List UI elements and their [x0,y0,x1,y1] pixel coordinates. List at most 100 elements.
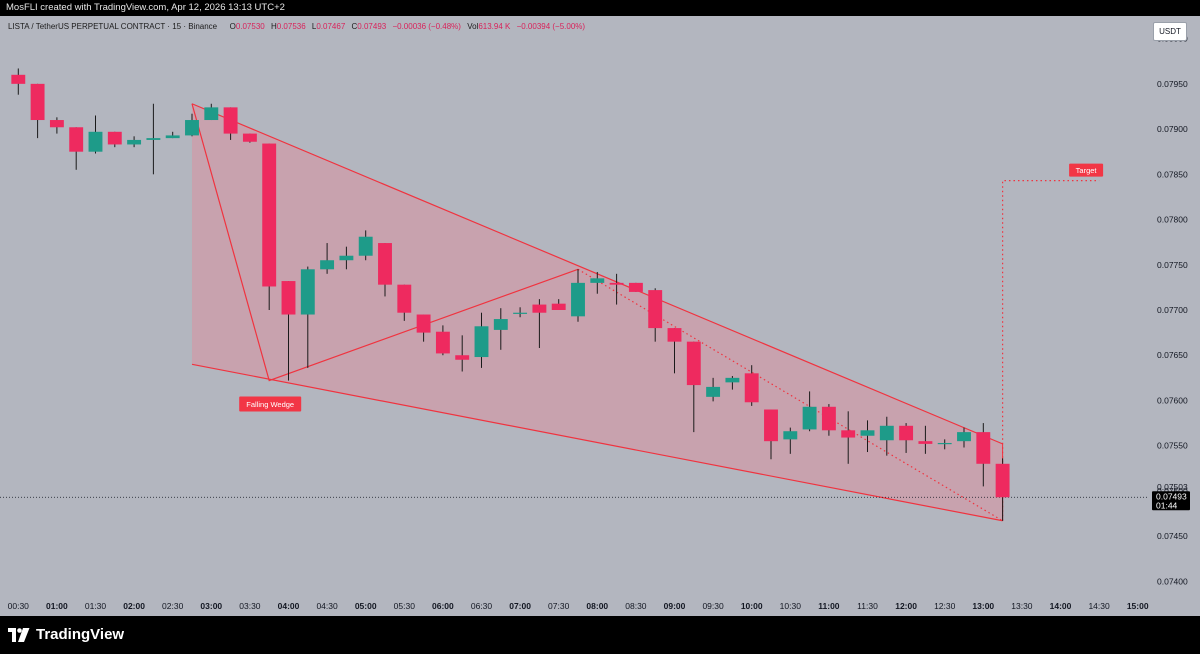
candle-body [725,377,740,383]
candle-body [69,127,84,152]
candle-body [416,314,431,333]
falling-wedge-label-bg [239,396,302,412]
tradingview-logo-icon [8,627,30,642]
x-tick-label: 15:00 [1127,601,1149,611]
candle-body [532,304,547,313]
snapshot-caption: MosFLI created with TradingView.com, Apr… [0,0,1200,16]
x-tick-label: 07:00 [509,601,531,611]
candle-body [899,425,914,441]
brand-name: TradingView [36,626,125,643]
symbol-legend[interactable]: LISTA / TetherUS PERPETUAL CONTRACT · 15… [8,22,589,31]
candle-body [628,282,643,292]
x-tick-label: 09:00 [664,601,686,611]
last-price-badge [1152,491,1190,511]
candle-body [262,143,277,287]
change-value: −0.00036 (−0.48%) [392,22,461,31]
falling-wedge-label: Falling Wedge [246,400,294,409]
x-tick-label: 13:00 [972,601,994,611]
x-tick-label: 08:00 [586,601,608,611]
x-tick-label: 03:00 [200,601,222,611]
y-tick-label: 0.07750 [1157,260,1188,270]
x-tick-label: 06:00 [432,601,454,611]
x-tick-label: 14:30 [1088,601,1110,611]
x-tick-label: 08:30 [625,601,647,611]
vol-change-value: −0.00394 (−5.00%) [516,22,586,31]
target-label: Target [1076,166,1098,175]
x-tick-label: 02:30 [162,601,184,611]
candle-body [11,74,26,84]
candle-body [744,373,759,403]
x-tick-label: 04:00 [278,601,300,611]
x-tick-label: 03:30 [239,601,261,611]
y-tick-label: 0.07550 [1157,441,1188,451]
candle-body [378,243,392,285]
candle-body [49,120,64,128]
open-label: O [229,22,236,31]
candle-body [435,331,450,354]
y-tick-label: 0.07600 [1157,395,1188,405]
candle-body [146,138,161,140]
wedge-fill [191,103,1003,521]
candle-body [667,328,682,342]
x-tick-label: 13:30 [1011,601,1033,611]
tradingview-logo[interactable]: TradingView [8,626,124,643]
currency-button[interactable]: USDT [1153,22,1187,41]
candle-body [976,432,991,464]
x-tick-label: 12:30 [934,601,956,611]
vol-value: 613.94 K [478,22,511,31]
y-tick-label: 0.07850 [1157,169,1188,179]
x-tick-label: 12:00 [895,601,917,611]
candle-body [571,282,585,317]
candle-body [937,442,952,445]
target-projection-line [1002,180,1100,521]
x-tick-label: 10:30 [780,601,802,611]
candle-body [88,131,103,152]
candle-body [957,432,971,442]
candle-body [242,133,257,142]
candle-body [281,281,296,315]
chart-area[interactable]: 0.080000.079500.079000.078500.078000.077… [0,16,1200,616]
candle-body [551,303,566,310]
y-tick-label: 0.07800 [1157,215,1188,225]
wedge-zigzag-line [191,103,579,382]
candle-body [127,139,142,145]
candle-body [513,312,528,314]
x-tick-label: 07:30 [548,601,570,611]
candle-body [590,278,605,283]
candle-body [860,430,875,436]
candle-body [339,255,354,261]
candle-body [493,319,508,330]
candle-body [165,135,180,139]
candle-body [204,107,219,121]
y-tick-label: 0.07950 [1157,79,1188,89]
candle-body [455,355,470,360]
candle-body [821,406,836,431]
close-value: 0.07493 [357,22,387,31]
y-tick-label: 0.07700 [1157,305,1188,315]
x-tick-label: 02:00 [123,601,145,611]
x-tick-label: 01:30 [85,601,107,611]
x-tick-label: 09:30 [702,601,724,611]
x-tick-label: 10:00 [741,601,763,611]
countdown-value: 01:44 [1156,500,1178,510]
high-value: 0.07536 [276,22,306,31]
candle-body [648,290,663,329]
candle-body [764,409,778,442]
x-tick-label: 14:00 [1050,601,1072,611]
symbol-name[interactable]: LISTA / TetherUS PERPETUAL CONTRACT · 15… [8,22,218,31]
candle-body [30,83,45,121]
labels-layer: 0.080000.079500.079000.078500.078000.077… [8,34,1190,611]
last-price-value: 0.07493 [1156,491,1187,501]
candle-body [995,463,1010,498]
candle-body [879,425,894,441]
open-value: 0.07530 [235,22,265,31]
x-tick-label: 04:30 [316,601,338,611]
low-value: 0.07467 [316,22,346,31]
close-label: C [351,22,358,31]
candle-body [474,326,489,358]
candle-body [609,282,624,285]
wedge-lower-line [191,363,1003,522]
price-chart[interactable]: 0.080000.079500.079000.078500.078000.077… [0,16,1200,616]
vol-label: Vol [467,22,479,31]
